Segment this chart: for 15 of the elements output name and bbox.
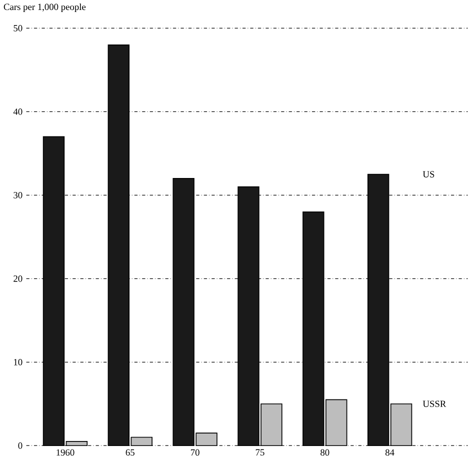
x-tick-label: 84 (385, 449, 394, 456)
x-tick-label: 1960 (56, 449, 74, 456)
series-label: USSR (422, 400, 446, 407)
y-tick-label: 30 (14, 192, 22, 198)
y-tick-label: 50 (14, 24, 22, 32)
y-tick-label: 40 (13, 108, 22, 115)
x-tick-label: 75 (256, 449, 264, 456)
x-tick-label: 80 (320, 449, 330, 456)
x-tick-label: 70 (190, 449, 200, 456)
y-tick-label: 0 (18, 442, 22, 449)
text: US (422, 171, 434, 178)
y-tick-label: 20 (14, 275, 22, 282)
x-tick-label: 65 (126, 449, 134, 456)
y-tick-label: 10 (14, 358, 22, 366)
y-axis-title: Cars per 1,000 people (4, 3, 86, 12)
